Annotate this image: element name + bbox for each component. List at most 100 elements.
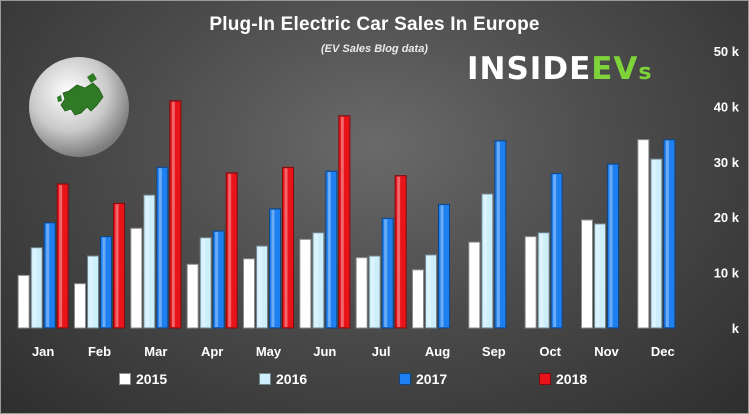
- bar-highlight: [59, 184, 63, 327]
- bar-highlight: [20, 276, 24, 327]
- bar-highlight: [340, 116, 344, 328]
- x-axis-labels: Jan Feb Mar Apr May Jun Jul Aug Sep Oct Nov Dec: [32, 344, 675, 359]
- legend: 2015 2016 2017 2018: [1, 371, 748, 393]
- bar-highlight: [384, 219, 388, 327]
- bar-highlight: [553, 174, 557, 327]
- bar-highlight: [215, 232, 219, 327]
- x-tick-label: Jan: [32, 344, 54, 359]
- y-tick-label: 20 k: [714, 210, 740, 225]
- legend-item-2016: 2016: [259, 371, 307, 387]
- legend-item-2017: 2017: [399, 371, 447, 387]
- chart-title: Plug-In Electric Car Sales In Europe: [209, 14, 540, 35]
- bar-2015-Mar: [130, 227, 143, 329]
- bar-highlight: [609, 165, 613, 327]
- bar-2016-Jul: [368, 255, 381, 329]
- bars-group: [17, 100, 676, 329]
- bar-2015-Oct: [524, 236, 537, 329]
- bar-2017-Sep: [494, 140, 507, 329]
- legend-swatch: [399, 373, 411, 385]
- bar-2017-Feb: [100, 236, 112, 329]
- bar-2016-Jun: [312, 232, 325, 329]
- bar-2015-Jan: [17, 274, 30, 329]
- legend-item-2015: 2015: [119, 371, 167, 387]
- bar-2015-Aug: [412, 269, 424, 329]
- bar-highlight: [496, 141, 500, 327]
- legend-swatch: [539, 373, 551, 385]
- bar-highlight: [540, 233, 544, 327]
- bar-2017-Jan: [43, 222, 56, 329]
- bar-highlight: [397, 176, 401, 327]
- bar-highlight: [271, 209, 275, 327]
- x-tick-label: Apr: [201, 344, 223, 359]
- bar-2015-Jul: [355, 257, 368, 329]
- legend-label: 2018: [556, 371, 588, 387]
- bar-highlight: [483, 194, 487, 327]
- bar-highlight: [76, 284, 80, 327]
- x-tick-label: Jun: [313, 344, 336, 359]
- bar-2015-Dec: [637, 139, 650, 329]
- bar-highlight: [414, 270, 418, 327]
- bar-2016-Apr: [199, 237, 212, 329]
- y-tick-label: 40 k: [714, 99, 740, 114]
- legend-label: 2016: [276, 371, 308, 387]
- bar-2018-Mar: [169, 100, 182, 329]
- chart-subtitle: (EV Sales Blog data): [321, 43, 428, 55]
- bar-highlight: [89, 256, 93, 327]
- bar-2015-Jun: [299, 238, 312, 329]
- bar-highlight: [284, 168, 288, 327]
- bar-highlight: [258, 247, 262, 327]
- x-tick-label: Sep: [482, 344, 506, 359]
- legend-label: 2017: [416, 371, 448, 387]
- bar-highlight: [33, 248, 37, 327]
- bar-highlight: [158, 168, 162, 327]
- bar-2018-Jun: [338, 115, 351, 329]
- y-tick-label: 50 k: [714, 44, 740, 59]
- y-tick-label: 30 k: [714, 155, 740, 170]
- bar-2017-Jun: [325, 170, 338, 329]
- bar-2016-Dec: [650, 158, 663, 329]
- x-tick-label: Aug: [425, 344, 450, 359]
- bar-2017-Jul: [381, 217, 394, 329]
- legend-swatch: [259, 373, 271, 385]
- bar-2017-Oct: [550, 172, 563, 329]
- bar-highlight: [245, 259, 249, 327]
- bar-2018-Apr: [225, 172, 238, 329]
- x-tick-label: Dec: [651, 344, 675, 359]
- x-tick-label: Jul: [372, 344, 391, 359]
- bar-2016-Aug: [425, 254, 437, 329]
- bar-2016-Jan: [30, 247, 43, 329]
- bar-2015-May: [243, 258, 255, 329]
- europe-globe-icon: [29, 57, 129, 157]
- insideevs-logo: INSIDEEVs: [467, 51, 653, 87]
- bar-highlight: [596, 224, 600, 327]
- bar-2017-Dec: [663, 139, 676, 329]
- bar-2018-May: [282, 166, 294, 329]
- bar-2015-Apr: [186, 263, 199, 329]
- legend-label: 2015: [136, 371, 168, 387]
- bar-highlight: [46, 223, 50, 327]
- bar-highlight: [132, 229, 136, 327]
- bar-2016-Sep: [481, 193, 494, 329]
- bar-highlight: [145, 196, 149, 327]
- y-axis-labels: k 10 k 20 k 30 k 40 k 50 k: [714, 44, 740, 336]
- bar-2015-Sep: [468, 241, 481, 329]
- bar-highlight: [665, 140, 669, 327]
- bar-2017-Nov: [607, 163, 619, 329]
- bar-highlight: [115, 204, 119, 327]
- bar-highlight: [314, 233, 318, 327]
- bar-highlight: [202, 238, 206, 327]
- x-tick-label: Feb: [88, 344, 111, 359]
- bar-highlight: [639, 140, 643, 327]
- bar-2016-Nov: [594, 223, 606, 329]
- bar-2016-Oct: [537, 232, 550, 329]
- bar-2015-Feb: [74, 283, 86, 329]
- bar-2017-Apr: [212, 230, 225, 329]
- bar-2016-May: [256, 245, 268, 329]
- bar-2018-Jan: [56, 183, 69, 329]
- bar-2016-Mar: [143, 194, 156, 329]
- y-tick-label: k: [732, 321, 740, 336]
- bar-2017-Aug: [438, 203, 450, 329]
- x-tick-label: Oct: [539, 344, 561, 359]
- bar-2018-Jul: [394, 175, 407, 329]
- bar-2017-May: [269, 208, 281, 329]
